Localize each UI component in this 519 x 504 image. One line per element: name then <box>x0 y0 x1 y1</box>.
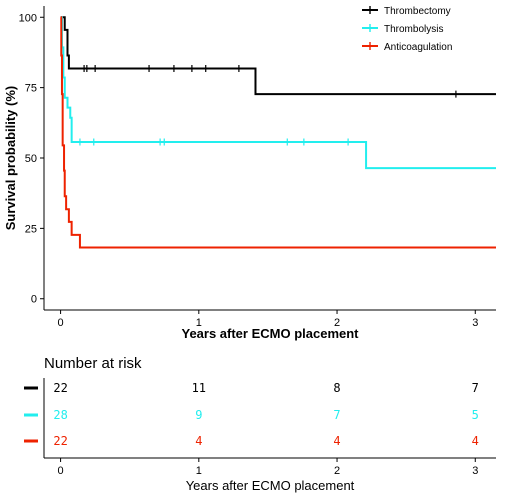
x-axis-label: Years after ECMO placement <box>181 326 359 341</box>
risk-x-tick-label: 1 <box>196 465 202 477</box>
risk-x-tick-label: 3 <box>472 465 478 477</box>
legend: Thrombectomy Thrombolysis Anticoagulation <box>362 6 452 53</box>
risk-count-thrombectomy: 11 <box>192 381 206 395</box>
risk-x-tick-label: 0 <box>58 465 64 477</box>
y-axis-label: Survival probability (%) <box>3 86 18 230</box>
risk-count-thrombolysis: 28 <box>53 408 67 422</box>
risk-count-thrombectomy: 22 <box>53 381 67 395</box>
x-tick-label: 1 <box>196 317 202 329</box>
y-tick-label: 25 <box>25 223 37 235</box>
risk-x-axis-label: Years after ECMO placement <box>186 478 355 493</box>
censor-mark-thrombectomy <box>83 64 91 72</box>
km-curve-anticoagulation <box>60 16 496 249</box>
x-tick-label: 0 <box>58 317 64 329</box>
censor-mark-thrombolysis <box>90 138 98 146</box>
censor-marks <box>76 64 460 146</box>
risk-count-anticoagulation: 4 <box>472 434 479 448</box>
censor-mark-thrombolysis <box>283 138 291 146</box>
risk-table-title: Number at risk <box>44 355 142 372</box>
censor-mark-thrombolysis <box>300 138 308 146</box>
risk-count-thrombolysis: 9 <box>195 408 202 422</box>
risk-values: 22 11 8 7 28 9 7 5 22 4 4 4 <box>53 381 479 448</box>
legend-item-thrombolysis: Thrombolysis <box>362 24 443 35</box>
risk-count-thrombectomy: 7 <box>472 381 479 395</box>
legend-item-anticoagulation: Anticoagulation <box>362 42 452 53</box>
km-curve-thrombectomy <box>60 16 496 96</box>
risk-count-thrombolysis: 7 <box>333 408 340 422</box>
y-tick-label: 100 <box>19 12 37 24</box>
km-curve-thrombolysis <box>60 16 496 170</box>
y-ticks: 0 25 50 75 100 <box>19 12 44 306</box>
y-tick-label: 50 <box>25 153 37 165</box>
km-curves <box>60 16 496 249</box>
censor-mark-thrombolysis <box>344 138 352 146</box>
km-plot: 0 25 50 75 100 0 1 2 3 Years after ECMO placeme… <box>3 6 496 341</box>
x-tick-label: 3 <box>472 317 478 329</box>
risk-count-anticoagulation: 22 <box>53 434 67 448</box>
x-tick-label: 2 <box>334 317 340 329</box>
risk-x-ticks: 0 1 2 3 <box>58 458 478 477</box>
censor-mark-thrombectomy <box>145 64 153 72</box>
legend-label: Thrombectomy <box>384 6 451 17</box>
risk-count-thrombolysis: 5 <box>472 408 479 422</box>
censor-mark-thrombolysis <box>160 138 168 146</box>
risk-x-tick-label: 2 <box>334 465 340 477</box>
y-tick-label: 75 <box>25 83 37 95</box>
censor-mark-thrombectomy <box>452 90 460 98</box>
censor-mark-thrombectomy <box>202 64 210 72</box>
legend-label: Thrombolysis <box>384 24 443 35</box>
legend-label: Anticoagulation <box>384 42 452 53</box>
risk-count-anticoagulation: 4 <box>195 434 202 448</box>
censor-mark-thrombolysis <box>76 138 84 146</box>
censor-mark-thrombectomy <box>188 64 196 72</box>
risk-row-keys <box>24 386 38 443</box>
y-tick-label: 0 <box>31 294 37 306</box>
risk-count-thrombectomy: 8 <box>333 381 340 395</box>
censor-mark-thrombectomy <box>91 64 99 72</box>
risk-count-anticoagulation: 4 <box>333 434 340 448</box>
legend-item-thrombectomy: Thrombectomy <box>362 6 451 17</box>
censor-mark-thrombectomy <box>170 64 178 72</box>
risk-table: Number at risk 22 11 8 7 28 9 7 5 22 4 4 4 0 1 2 3 Yea… <box>24 355 496 493</box>
x-ticks: 0 1 2 3 <box>58 310 478 329</box>
censor-mark-thrombectomy <box>235 64 243 72</box>
